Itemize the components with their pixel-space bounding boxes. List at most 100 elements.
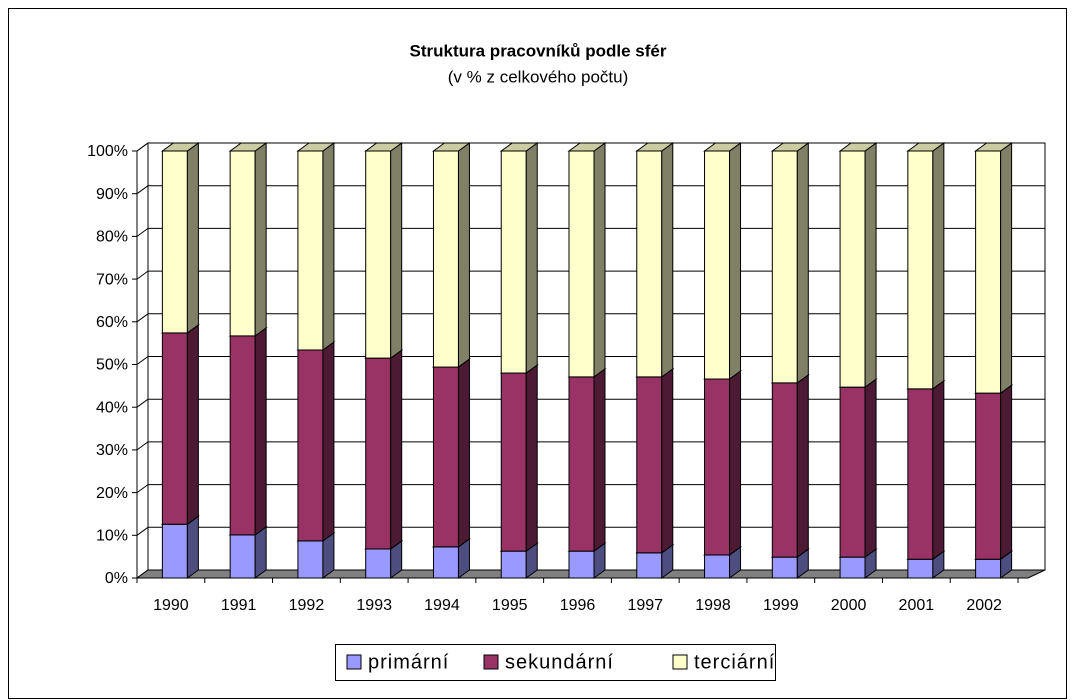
- chart-subtitle: (v % z celkového počtu): [448, 67, 628, 86]
- legend-swatch: [483, 654, 499, 670]
- bar-side: [729, 370, 742, 556]
- x-tick-label: 1991: [221, 597, 257, 614]
- x-tick-label: 2002: [966, 597, 1002, 614]
- bar-top: [838, 142, 878, 152]
- bar-side: [932, 379, 945, 561]
- bar-top: [160, 142, 200, 152]
- bar-segment: [975, 558, 1002, 579]
- bar-top: [770, 142, 810, 152]
- bar-segment: [568, 150, 595, 378]
- bar-segment: [432, 150, 459, 368]
- bar-segment: [161, 523, 188, 579]
- bar-top: [567, 142, 607, 152]
- bar-top: [296, 142, 336, 152]
- y-tick-label: 70%: [96, 271, 128, 288]
- bar-side: [864, 142, 877, 389]
- chart-title: Struktura pracovníků podle sfér: [410, 41, 667, 60]
- bar-side: [729, 142, 742, 380]
- bar-segment: [975, 392, 1002, 560]
- x-tick-label: 2001: [899, 597, 935, 614]
- bar-side: [661, 142, 674, 378]
- bar-side: [796, 142, 809, 384]
- bar-top: [703, 142, 743, 152]
- x-tick-label: 1990: [153, 597, 189, 614]
- bar-side: [932, 142, 945, 390]
- bar-side: [186, 142, 199, 334]
- bar-segment: [771, 556, 798, 579]
- y-tick-label: 40%: [96, 399, 128, 416]
- y-tick-label: 20%: [96, 485, 128, 502]
- bar-side: [525, 364, 538, 553]
- bar-segment: [297, 349, 324, 542]
- bar-side: [457, 142, 470, 369]
- x-tick-label: 1995: [492, 597, 528, 614]
- bar-segment: [229, 150, 256, 337]
- grid-line-side: [136, 526, 149, 536]
- y-tick-label: 80%: [96, 229, 128, 246]
- x-tick-label: 2000: [831, 597, 867, 614]
- legend-label: terciární: [694, 651, 775, 673]
- bar-top: [974, 142, 1014, 152]
- bar-segment: [636, 376, 663, 554]
- grid-line-side: [136, 441, 149, 451]
- bar-segment: [907, 388, 934, 560]
- y-tick-label: 90%: [96, 186, 128, 203]
- bar-segment: [500, 550, 527, 579]
- y-tick-label: 100%: [87, 143, 128, 160]
- bar-side: [525, 142, 538, 375]
- x-tick-label: 1997: [627, 597, 663, 614]
- bar-side: [457, 358, 470, 548]
- bar-side: [593, 142, 606, 378]
- bar-segment: [975, 150, 1002, 394]
- bar-segment: [365, 548, 392, 579]
- bar-segment: [161, 150, 188, 334]
- bar-segment: [704, 378, 731, 556]
- y-tick-label: 30%: [96, 442, 128, 459]
- bar-segment: [500, 372, 527, 552]
- bar-segment: [161, 332, 188, 525]
- bar-segment: [907, 558, 934, 579]
- bar-segment: [432, 366, 459, 548]
- bar-side: [186, 515, 199, 579]
- y-tick-label: 0%: [105, 570, 128, 587]
- bar-segment: [704, 554, 731, 579]
- bar-segment: [297, 540, 324, 579]
- bar-top: [431, 142, 471, 152]
- x-tick-label: 1993: [356, 597, 392, 614]
- bar-segment: [771, 150, 798, 384]
- grid-line-side: [136, 142, 149, 152]
- bar-segment: [432, 546, 459, 579]
- legend-label: sekundární: [505, 651, 614, 673]
- bar-segment: [839, 386, 866, 558]
- bar-side: [661, 367, 674, 554]
- bar-side: [1000, 142, 1013, 395]
- bar-segment: [229, 534, 256, 579]
- bar-segment: [704, 150, 731, 380]
- x-tick-label: 1992: [289, 597, 325, 614]
- bar-side: [254, 326, 267, 536]
- x-tick-label: 1999: [763, 597, 799, 614]
- bar-segment: [500, 150, 527, 374]
- bar-segment: [771, 382, 798, 558]
- bar-top: [635, 142, 675, 152]
- bar-side: [322, 142, 335, 351]
- legend-swatch: [672, 654, 688, 670]
- grid-line-side: [136, 356, 149, 365]
- legend-swatch: [346, 654, 362, 670]
- bar-side: [593, 367, 606, 553]
- legend-box: [335, 644, 776, 681]
- bar-segment: [568, 376, 595, 552]
- y-tick-label: 60%: [96, 314, 128, 331]
- bar-side: [390, 142, 403, 360]
- grid-line-side: [136, 398, 149, 408]
- bar-top: [228, 142, 268, 152]
- x-tick-label: 1998: [695, 597, 731, 614]
- grid-line-side: [136, 185, 149, 195]
- x-tick-label: 1996: [560, 597, 596, 614]
- y-tick-label: 10%: [96, 528, 128, 545]
- bar-side: [1000, 384, 1013, 561]
- bar-side: [254, 525, 267, 579]
- grid-line-side: [136, 313, 149, 323]
